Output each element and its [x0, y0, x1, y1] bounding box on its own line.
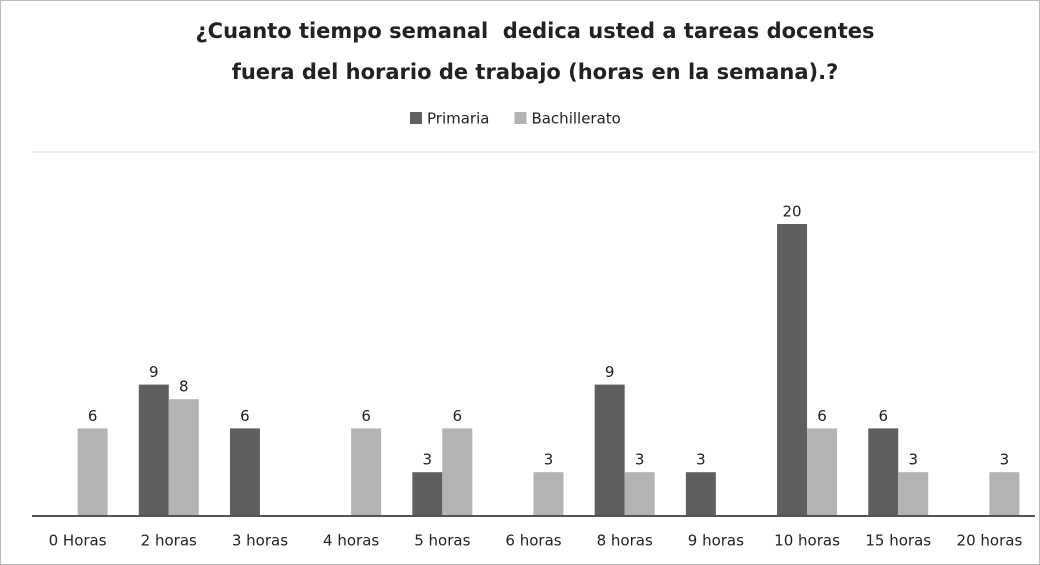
- data-label: 3: [423, 451, 433, 469]
- x-tick-label: 6 horas: [505, 532, 561, 550]
- bar: [351, 428, 382, 516]
- data-label: 9: [605, 363, 615, 381]
- legend-swatch: [514, 112, 527, 124]
- data-label: 6: [878, 407, 888, 425]
- x-tick-label: 2 horas: [141, 532, 197, 550]
- x-tick-label: 5 horas: [414, 532, 470, 550]
- x-tick-label: 10 horas: [774, 532, 840, 550]
- bar: [898, 472, 929, 516]
- bar: [229, 428, 260, 516]
- data-label: 9: [149, 363, 159, 381]
- data-label: 6: [240, 407, 250, 425]
- data-label: 3: [544, 451, 554, 469]
- bar: [594, 384, 625, 516]
- legend-label: Bachillerato: [531, 110, 620, 128]
- bar: [412, 472, 443, 516]
- bar: [533, 472, 564, 516]
- x-tick-label: 0 Horas: [49, 532, 107, 550]
- chart-title: fuera del horario de trabajo (horas en l…: [232, 60, 839, 84]
- bar: [442, 428, 473, 516]
- data-label: 3: [908, 451, 918, 469]
- data-label: 6: [88, 407, 98, 425]
- legend-label: Primaria: [427, 110, 489, 128]
- bar: [138, 384, 169, 516]
- bar: [77, 428, 108, 516]
- x-tick-label: 4 horas: [323, 532, 379, 550]
- x-tick-label: 9 horas: [688, 532, 744, 550]
- data-label: 6: [453, 407, 463, 425]
- bar: [868, 428, 899, 516]
- data-label: 3: [635, 451, 645, 469]
- data-label: 6: [817, 407, 827, 425]
- bar: [989, 472, 1020, 516]
- bar: [807, 428, 838, 516]
- data-label: 20: [782, 203, 801, 221]
- bar: [624, 472, 655, 516]
- data-label: 8: [179, 378, 189, 396]
- x-tick-label: 15 horas: [865, 532, 931, 550]
- data-label: 3: [696, 451, 706, 469]
- bar: [168, 399, 199, 516]
- data-label: 3: [1000, 451, 1010, 469]
- bar: [777, 224, 808, 516]
- legend-swatch: [410, 112, 422, 124]
- x-tick-label: 3 horas: [232, 532, 288, 550]
- x-tick-label: 20 horas: [957, 532, 1023, 550]
- x-tick-label: 8 horas: [597, 532, 653, 550]
- bar: [685, 472, 716, 516]
- data-label: 6: [361, 407, 371, 425]
- chart-title: ¿Cuanto tiempo semanal dedica usted a ta…: [196, 19, 875, 43]
